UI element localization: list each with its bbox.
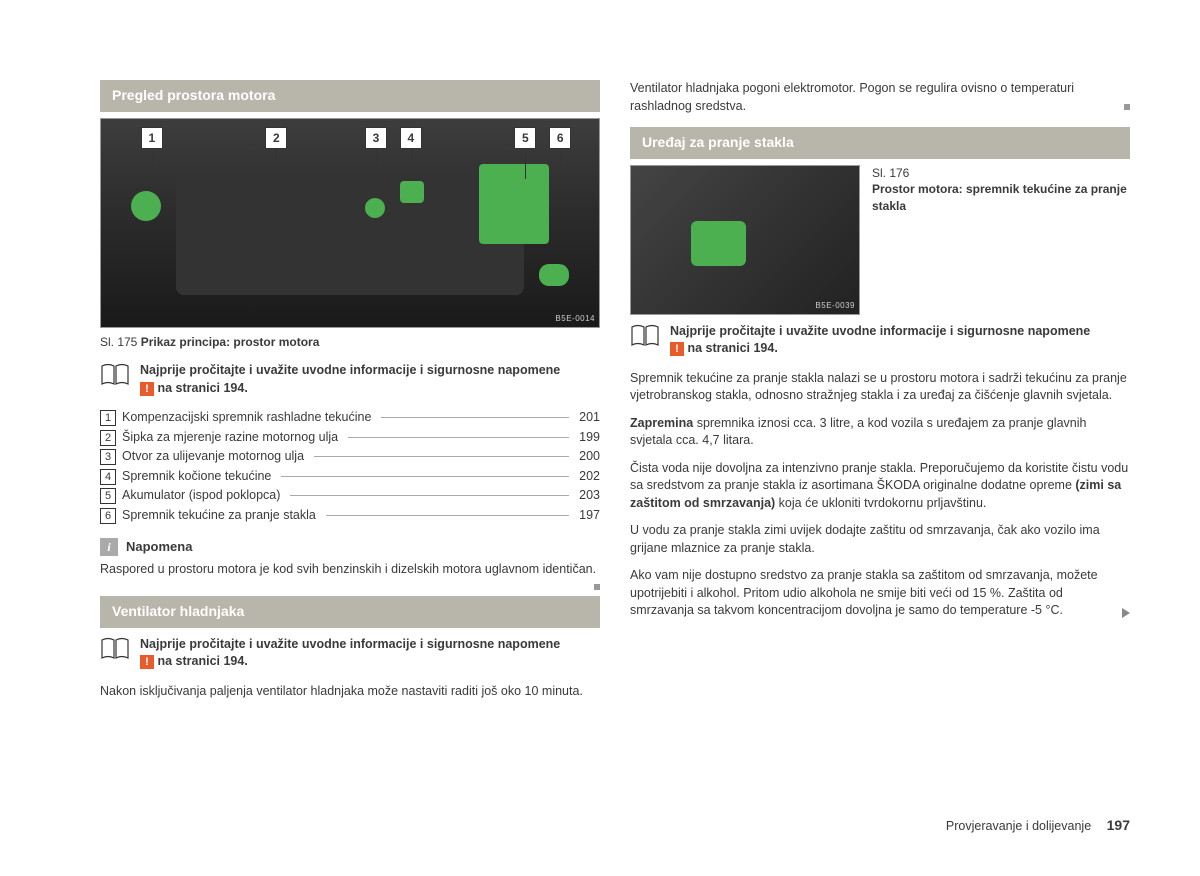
page-number: 197 bbox=[1107, 817, 1130, 833]
ref-label: Spremnik tekućine za pranje stakla bbox=[122, 507, 316, 525]
footer-section: Provjeravanje i dolijevanje bbox=[946, 819, 1091, 833]
end-marker-icon bbox=[594, 584, 600, 590]
fan-top-paragraph: Ventilator hladnjaka pogoni elektromotor… bbox=[630, 80, 1130, 115]
ref-item: 2 Šipka za mjerenje razine motornog ulja 1… bbox=[100, 429, 600, 447]
book-icon bbox=[100, 362, 130, 386]
ref-item: 3 Otvor za ulijevanje motornog ulja 200 bbox=[100, 448, 600, 466]
ref-label: Spremnik kočione tekućine bbox=[122, 468, 271, 486]
ref-label: Otvor za ulijevanje motornog ulja bbox=[122, 448, 304, 466]
image-code: B5E-0014 bbox=[555, 313, 595, 324]
book-icon bbox=[100, 636, 130, 660]
ref-page: 203 bbox=[579, 487, 600, 505]
note-header: i Napomena bbox=[100, 538, 600, 556]
image-code: B5E-0039 bbox=[815, 300, 855, 311]
washer-p2: Zapremina spremnika iznosi cca. 3 litre,… bbox=[630, 415, 1130, 450]
ref-number: 5 bbox=[100, 488, 116, 504]
ref-label: Akumulator (ispod poklopca) bbox=[122, 487, 280, 505]
ref-page: 200 bbox=[579, 448, 600, 466]
ref-page: 197 bbox=[579, 507, 600, 525]
ref-number: 4 bbox=[100, 469, 116, 485]
engine-compartment-image: 123456 B5E-0014 bbox=[100, 118, 600, 328]
image-marker-5: 5 bbox=[514, 127, 536, 149]
ref-item: 5 Akumulator (ispod poklopca) 203 bbox=[100, 487, 600, 505]
ref-number: 1 bbox=[100, 410, 116, 426]
note-body: Raspored u prostoru motora je kod svih b… bbox=[100, 561, 600, 579]
image-marker-4: 4 bbox=[400, 127, 422, 149]
image-marker-6: 6 bbox=[549, 127, 571, 149]
read-first-notice-2: Najprije pročitajte i uvažite uvodne inf… bbox=[100, 636, 600, 671]
notice-text: Najprije pročitajte i uvažite uvodne inf… bbox=[140, 362, 560, 397]
read-first-notice: Najprije pročitajte i uvažite uvodne inf… bbox=[100, 362, 600, 397]
section-header-radiator-fan: Ventilator hladnjaka bbox=[100, 596, 600, 628]
fig-title: Prikaz principa: prostor motora bbox=[141, 335, 320, 349]
washer-p3: Čista voda nije dovoljna za intenzivno p… bbox=[630, 460, 1130, 513]
fan-paragraph: Nakon isključivanja paljenja ventilator … bbox=[100, 683, 600, 701]
continue-icon bbox=[1122, 608, 1130, 618]
washer-p1: Spremnik tekućine za pranje stakla nalaz… bbox=[630, 370, 1130, 405]
ref-number: 6 bbox=[100, 508, 116, 524]
figure-176-caption: Sl. 176 Prostor motora: spremnik tekućin… bbox=[872, 165, 1130, 315]
warning-icon: ! bbox=[140, 655, 154, 669]
warning-icon: ! bbox=[140, 382, 154, 396]
ref-page: 201 bbox=[579, 409, 600, 427]
notice-text: Najprije pročitajte i uvažite uvodne inf… bbox=[670, 323, 1090, 358]
ref-item: 6 Spremnik tekućine za pranje stakla 197 bbox=[100, 507, 600, 525]
book-icon bbox=[630, 323, 660, 347]
ref-page: 202 bbox=[579, 468, 600, 486]
fig-number: Sl. 176 bbox=[872, 166, 909, 180]
washer-p5: Ako vam nije dostupno sredstvo za pranje… bbox=[630, 567, 1130, 620]
notice-text: Najprije pročitajte i uvažite uvodne inf… bbox=[140, 636, 560, 671]
ref-number: 3 bbox=[100, 449, 116, 465]
image-marker-2: 2 bbox=[265, 127, 287, 149]
figure-175-caption: Sl. 175 Prikaz principa: prostor motora bbox=[100, 334, 600, 351]
end-marker-icon bbox=[1124, 104, 1130, 110]
right-column: Ventilator hladnjaka pogoni elektromotor… bbox=[630, 80, 1130, 710]
image-marker-1: 1 bbox=[141, 127, 163, 149]
info-icon: i bbox=[100, 538, 118, 556]
warning-icon: ! bbox=[670, 342, 684, 356]
ref-number: 2 bbox=[100, 430, 116, 446]
ref-item: 4 Spremnik kočione tekućine 202 bbox=[100, 468, 600, 486]
read-first-notice-3: Najprije pročitajte i uvažite uvodne inf… bbox=[630, 323, 1130, 358]
fig-title: Prostor motora: spremnik tekućine za pra… bbox=[872, 182, 1127, 213]
washer-figure-block: B5E-0039 Sl. 176 Prostor motora: spremni… bbox=[630, 165, 1130, 315]
component-reference-list: 1 Kompenzacijski spremnik rashladne tekuć… bbox=[100, 409, 600, 524]
note-title: Napomena bbox=[126, 538, 192, 556]
section-header-washer: Uređaj za pranje stakla bbox=[630, 127, 1130, 159]
ref-label: Kompenzacijski spremnik rashladne tekući… bbox=[122, 409, 371, 427]
ref-item: 1 Kompenzacijski spremnik rashladne tekuć… bbox=[100, 409, 600, 427]
left-column: Pregled prostora motora 123456 B5E-0014 … bbox=[100, 80, 600, 710]
image-marker-3: 3 bbox=[365, 127, 387, 149]
washer-p4: U vodu za pranje stakla zimi uvijek doda… bbox=[630, 522, 1130, 557]
fig-number: Sl. 175 bbox=[100, 335, 137, 349]
page-content: Pregled prostora motora 123456 B5E-0014 … bbox=[0, 0, 1200, 750]
ref-label: Šipka za mjerenje razine motornog ulja bbox=[122, 429, 338, 447]
section-header-engine-overview: Pregled prostora motora bbox=[100, 80, 600, 112]
ref-page: 199 bbox=[579, 429, 600, 447]
washer-reservoir-image: B5E-0039 bbox=[630, 165, 860, 315]
page-footer: Provjeravanje i dolijevanje 197 bbox=[946, 816, 1130, 836]
